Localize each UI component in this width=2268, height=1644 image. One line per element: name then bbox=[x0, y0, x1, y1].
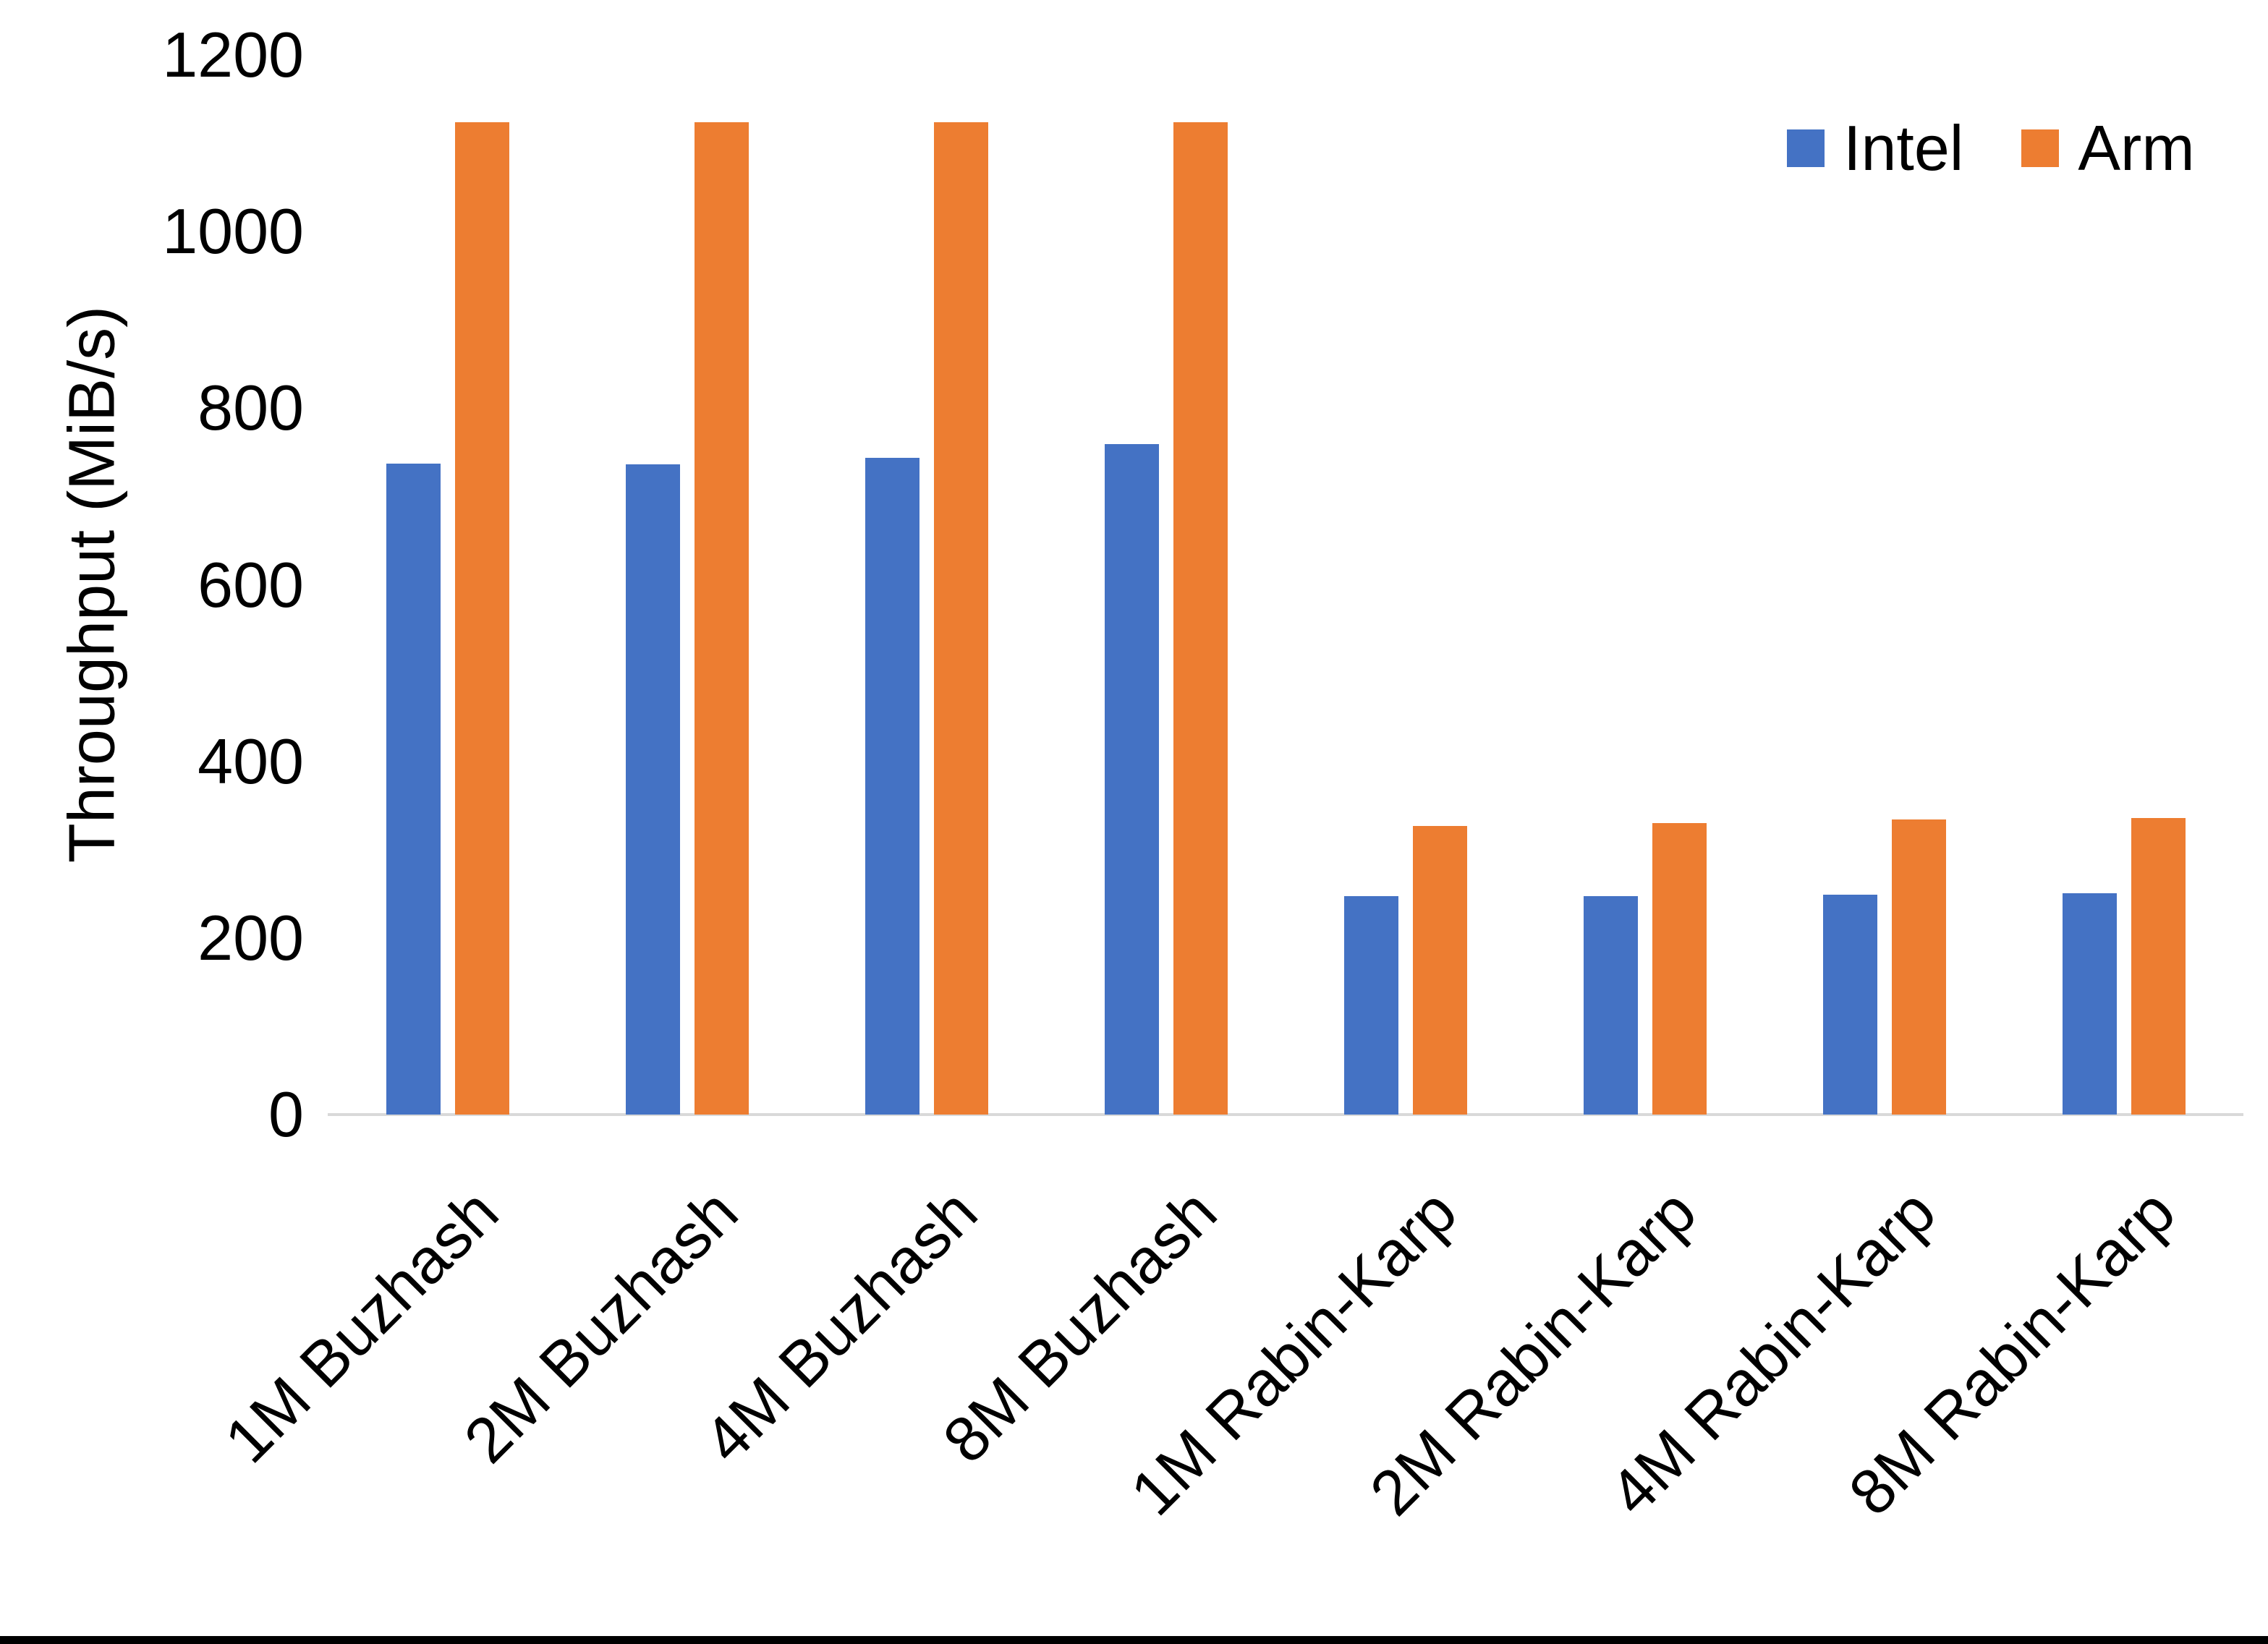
bar-arm-2m-rabin-karp bbox=[1652, 823, 1707, 1115]
bar-arm-1m-rabin-karp bbox=[1412, 825, 1467, 1115]
bar-intel-1m-buzhash bbox=[386, 464, 441, 1115]
x-axis-line bbox=[328, 1113, 2243, 1116]
legend-item-intel: Intel bbox=[1787, 116, 1963, 180]
bar-arm-8m-buzhash bbox=[1173, 122, 1228, 1115]
bar-arm-4m-rabin-karp bbox=[1891, 819, 1946, 1115]
legend: Intel Arm bbox=[1787, 116, 2195, 180]
y-tick-label: 0 bbox=[268, 1078, 304, 1150]
bar-arm-8m-rabin-karp bbox=[2131, 817, 2186, 1115]
y-tick-label: 200 bbox=[198, 901, 304, 974]
bottom-border-bar bbox=[0, 1636, 2268, 1644]
bar-intel-8m-buzhash bbox=[1104, 444, 1159, 1115]
bar-arm-2m-buzhash bbox=[694, 122, 749, 1115]
legend-item-arm: Arm bbox=[2021, 112, 2195, 184]
legend-label-arm: Arm bbox=[2078, 112, 2195, 184]
bar-intel-4m-buzhash bbox=[865, 457, 919, 1115]
y-tick-label: 1200 bbox=[162, 19, 304, 90]
bar-intel-1m-rabin-karp bbox=[1343, 896, 1398, 1115]
bar-arm-1m-buzhash bbox=[454, 122, 509, 1115]
bar-intel-4m-rabin-karp bbox=[1822, 895, 1877, 1115]
bar-arm-4m-buzhash bbox=[933, 122, 988, 1115]
legend-label-intel: Intel bbox=[1843, 112, 1964, 184]
y-tick-label: 400 bbox=[198, 725, 304, 797]
y-tick-label: 600 bbox=[198, 548, 304, 621]
y-tick-label: 800 bbox=[198, 372, 304, 444]
bar-intel-2m-buzhash bbox=[625, 464, 680, 1115]
arm-series-swatch bbox=[2021, 129, 2060, 167]
bar-intel-8m-rabin-karp bbox=[2062, 893, 2117, 1115]
intel-series-swatch bbox=[1787, 129, 1825, 167]
bar-intel-2m-rabin-karp bbox=[1583, 896, 1638, 1115]
y-tick-label: 1000 bbox=[162, 195, 304, 268]
